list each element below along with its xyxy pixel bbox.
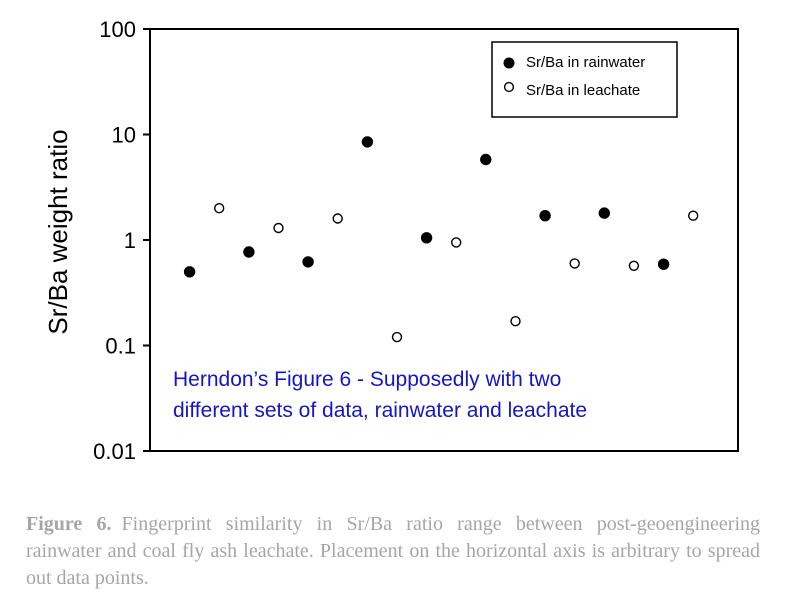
- legend-marker-leachate: [503, 81, 515, 93]
- data-point-rainwater: [657, 258, 670, 270]
- data-point-rainwater: [539, 209, 551, 222]
- annotation-line-2: different sets of data, rainwater and le…: [173, 399, 587, 422]
- data-point-leachate: [332, 213, 343, 224]
- data-point-rainwater: [420, 232, 433, 244]
- scatter-chart: 100 10 1 0.1 0.01 Sr/Ba weight ratio Sr/Ba i…: [43, 17, 739, 464]
- legend-box: [491, 41, 678, 118]
- data-point-leachate: [510, 316, 521, 327]
- data-point-rainwater: [302, 256, 314, 268]
- legend: Sr/Ba in rainwater Sr/Ba in leachate: [491, 41, 678, 118]
- data-point-leachate: [451, 237, 462, 248]
- data-point-rainwater: [183, 266, 196, 278]
- data-point-rainwater: [361, 136, 374, 148]
- figure-caption: Figure 6. Fingerprint similarity in Sr/Ba…: [26, 511, 760, 592]
- data-point-leachate: [688, 210, 699, 221]
- caption-label: Figure 6.: [26, 513, 112, 535]
- y-tick-label: 100: [99, 17, 136, 42]
- y-tick-label: 10: [112, 123, 136, 148]
- data-point-rainwater: [243, 246, 255, 258]
- legend-marker-rainwater: [503, 57, 515, 69]
- y-axis-label: Sr/Ba weight ratio: [43, 129, 73, 334]
- y-tick-label: 1: [124, 228, 136, 253]
- y-tick-label: 0.1: [105, 334, 136, 359]
- legend-label-leachate: Sr/Ba in leachate: [526, 82, 640, 99]
- data-point-leachate: [391, 331, 403, 343]
- y-axis-ticks: 100 10 1 0.1 0.01: [93, 17, 150, 464]
- data-point-rainwater: [598, 207, 610, 219]
- annotation-line-1: Herndon’s Figure 6 - Supposedly with two: [173, 368, 561, 391]
- data-point-leachate: [213, 202, 225, 214]
- data-points: [183, 136, 699, 343]
- caption-text: Fingerprint similarity in Sr/Ba ratio ra…: [26, 513, 760, 589]
- chart-annotation: Herndon’s Figure 6 - Supposedly with two…: [173, 368, 587, 422]
- legend-label-rainwater: Sr/Ba in rainwater: [526, 54, 645, 71]
- y-tick-label: 0.01: [93, 439, 136, 464]
- data-point-rainwater: [480, 153, 492, 166]
- data-point-leachate: [569, 258, 580, 269]
- data-point-leachate: [628, 260, 640, 271]
- data-point-leachate: [273, 222, 284, 234]
